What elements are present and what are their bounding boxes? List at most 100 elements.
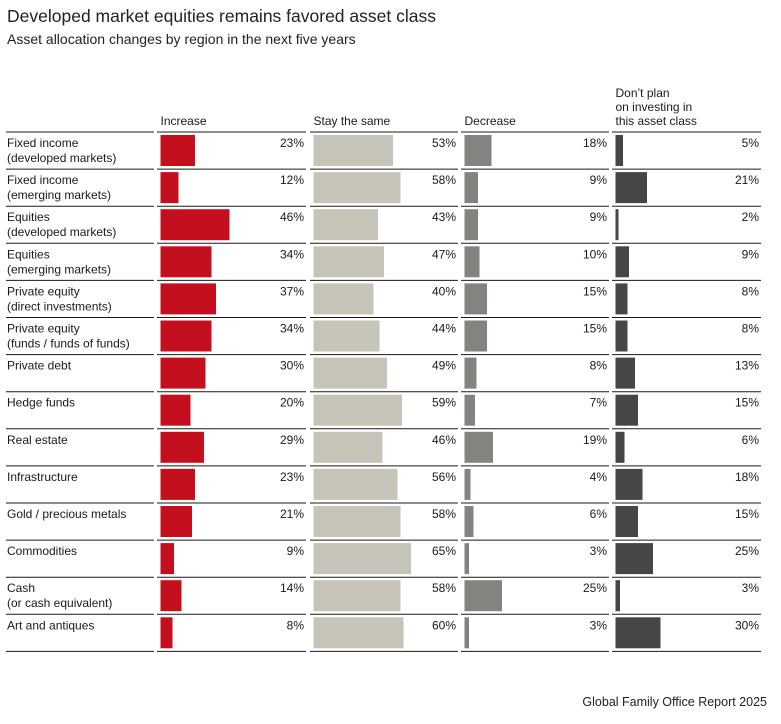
- bar: [615, 246, 629, 278]
- data-label: 46%: [432, 433, 456, 447]
- row-label: Equities: [7, 247, 50, 261]
- data-label: 10%: [583, 247, 607, 261]
- data-label: 34%: [280, 247, 304, 261]
- column-header: on investing in: [616, 100, 693, 114]
- row-label: Hedge funds: [7, 396, 75, 410]
- data-label: 3%: [590, 618, 608, 632]
- data-label: 49%: [432, 359, 456, 373]
- data-label: 21%: [280, 507, 304, 521]
- bar: [313, 283, 374, 315]
- bar: [464, 580, 502, 612]
- data-label: 6%: [590, 507, 608, 521]
- bar: [464, 172, 478, 204]
- bar: [160, 172, 179, 204]
- bar: [160, 246, 212, 278]
- bar: [160, 394, 191, 426]
- data-label: 12%: [280, 173, 304, 187]
- bar: [160, 506, 192, 537]
- bar: [615, 357, 635, 389]
- data-label: 2%: [742, 210, 760, 224]
- data-label: 60%: [432, 618, 456, 632]
- data-label: 5%: [742, 136, 760, 150]
- data-label: 15%: [735, 396, 759, 410]
- row-label: Fixed income: [7, 173, 79, 187]
- bar: [464, 506, 474, 537]
- bar: [615, 580, 620, 612]
- data-label: 13%: [735, 359, 759, 373]
- data-label: 9%: [590, 210, 608, 224]
- data-label: 21%: [735, 173, 759, 187]
- data-label: 59%: [432, 396, 456, 410]
- bar: [313, 320, 380, 352]
- row-label: Private equity: [7, 284, 80, 298]
- bar: [615, 617, 661, 649]
- bar: [615, 209, 619, 241]
- row-label: Private equity: [7, 322, 80, 336]
- bar: [160, 617, 173, 649]
- row-label: (funds / funds of funds): [7, 337, 130, 351]
- source-note: Global Family Office Report 2025: [582, 695, 767, 709]
- column-header: Stay the same: [314, 114, 391, 128]
- bar: [615, 431, 625, 463]
- data-label: 6%: [742, 433, 760, 447]
- data-label: 9%: [287, 544, 305, 558]
- bar: [313, 543, 411, 575]
- data-label: 15%: [735, 507, 759, 521]
- bar: [464, 431, 493, 463]
- bar: [313, 209, 378, 241]
- column-header: Decrease: [465, 114, 517, 128]
- chart-subtitle: Asset allocation changes by region in th…: [7, 31, 356, 47]
- bar: [160, 357, 206, 389]
- data-label: 8%: [287, 618, 305, 632]
- chart-title: Developed market equities remains favore…: [7, 6, 436, 26]
- bar: [615, 394, 638, 426]
- bar: [313, 394, 402, 426]
- data-label: 8%: [742, 284, 760, 298]
- data-label: 46%: [280, 210, 304, 224]
- data-label: 23%: [280, 470, 304, 484]
- data-label: 34%: [280, 322, 304, 336]
- bar: [464, 468, 471, 500]
- bar: [615, 320, 628, 352]
- row-label: Infrastructure: [7, 470, 78, 484]
- bar: [313, 580, 401, 612]
- row-label: (developed markets): [7, 151, 116, 165]
- data-label: 25%: [583, 581, 607, 595]
- bar: [313, 431, 383, 463]
- bar: [464, 543, 469, 575]
- bar: [464, 394, 475, 426]
- data-label: 37%: [280, 284, 304, 298]
- row-label: Real estate: [7, 433, 68, 447]
- row-label: Private debt: [7, 359, 72, 373]
- bar: [464, 357, 477, 389]
- bar: [615, 172, 647, 204]
- row-label: Commodities: [7, 544, 77, 558]
- bar: [160, 431, 204, 463]
- data-label: 9%: [590, 173, 608, 187]
- data-label: 8%: [590, 359, 608, 373]
- bar: [464, 283, 487, 315]
- row-label: (emerging markets): [7, 262, 111, 276]
- row-label: Equities: [7, 210, 50, 224]
- bar: [615, 283, 628, 315]
- bar: [160, 283, 216, 315]
- data-label: 30%: [280, 359, 304, 373]
- bar: [464, 246, 480, 278]
- bar: [464, 617, 469, 649]
- data-label: 3%: [742, 581, 760, 595]
- column-header: this asset class: [616, 114, 697, 128]
- bar: [313, 357, 387, 389]
- bar: [313, 135, 393, 166]
- bar: [160, 135, 195, 166]
- data-label: 18%: [735, 470, 759, 484]
- row-label: Fixed income: [7, 136, 79, 150]
- row-label: Art and antiques: [7, 618, 94, 632]
- bar: [464, 320, 487, 352]
- row-label: (developed markets): [7, 225, 116, 239]
- data-label: 44%: [432, 322, 456, 336]
- bar: [464, 135, 492, 166]
- row-label: (or cash equivalent): [7, 596, 112, 610]
- bar: [615, 506, 638, 537]
- bar: [160, 580, 182, 612]
